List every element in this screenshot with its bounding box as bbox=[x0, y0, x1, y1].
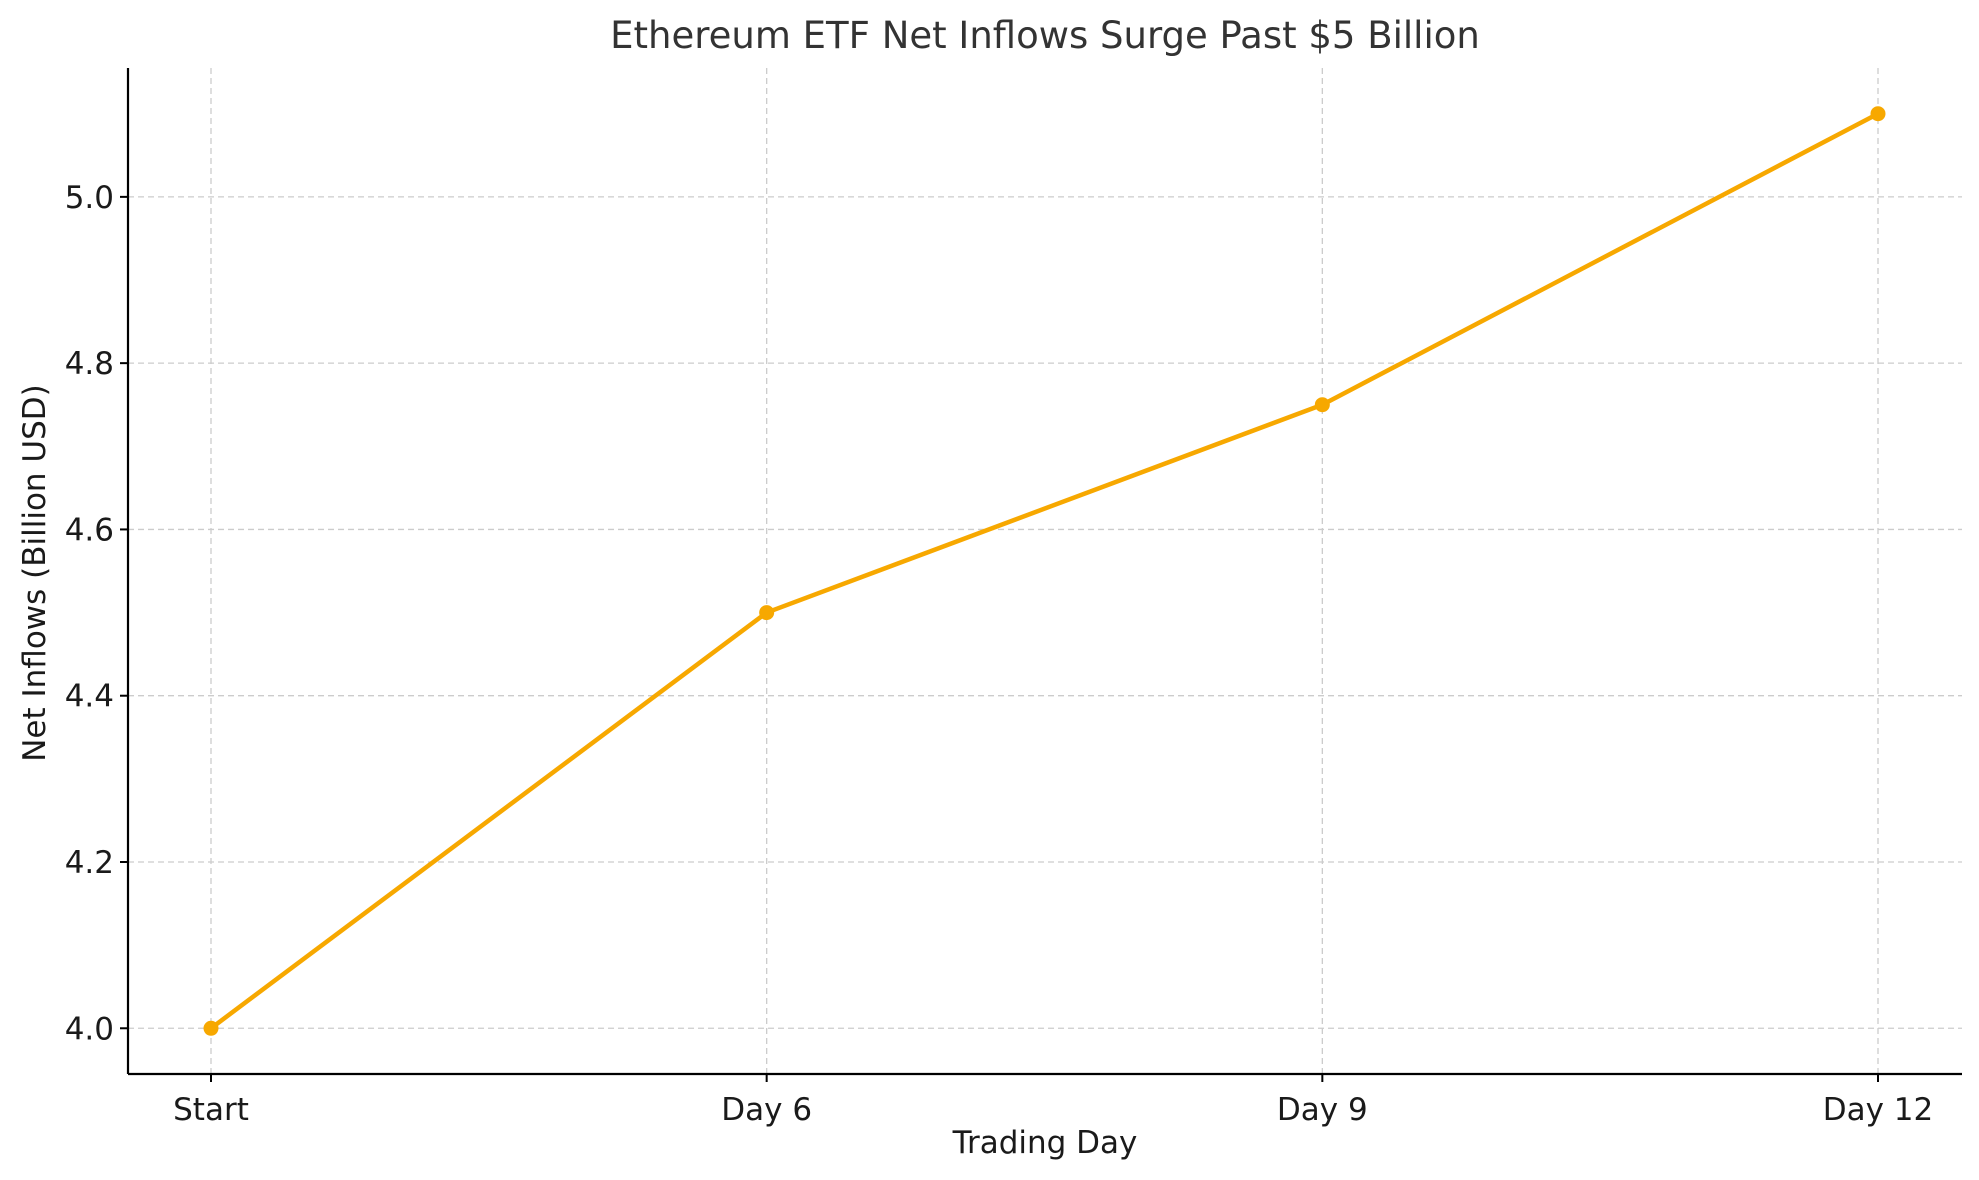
axes bbox=[126, 68, 1962, 1076]
y-tick-label: 4.8 bbox=[65, 346, 114, 382]
data-point bbox=[1314, 397, 1330, 413]
y-axis-label: Net Inflows (Billion USD) bbox=[17, 384, 53, 762]
x-tick-label: Day 6 bbox=[721, 1092, 812, 1128]
x-tick-label: Day 9 bbox=[1277, 1092, 1368, 1128]
data-point bbox=[1870, 106, 1886, 122]
grid-lines bbox=[128, 68, 1962, 1074]
y-tick-label: 4.2 bbox=[65, 845, 114, 881]
data-point bbox=[203, 1020, 219, 1036]
y-tick-label: 5.0 bbox=[65, 180, 114, 216]
x-axis-label: Trading Day bbox=[952, 1125, 1138, 1161]
series-layer bbox=[203, 106, 1886, 1036]
y-tick-label: 4.4 bbox=[65, 679, 114, 715]
chart-title: Ethereum ETF Net Inflows Surge Past $5 B… bbox=[610, 14, 1480, 57]
x-tick-label: Start bbox=[173, 1092, 249, 1128]
x-tick-label: Day 12 bbox=[1823, 1092, 1934, 1128]
y-tick-label: 4.0 bbox=[65, 1011, 114, 1047]
series-line bbox=[208, 111, 1881, 1031]
y-tick-label: 4.6 bbox=[65, 512, 114, 548]
y-axis-ticks: 4.0 4.2 4.4 4.6 4.8 5.0 bbox=[65, 180, 128, 1047]
data-point bbox=[759, 605, 775, 621]
x-axis-ticks: Start Day 6 Day 9 Day 12 bbox=[173, 1074, 1933, 1128]
